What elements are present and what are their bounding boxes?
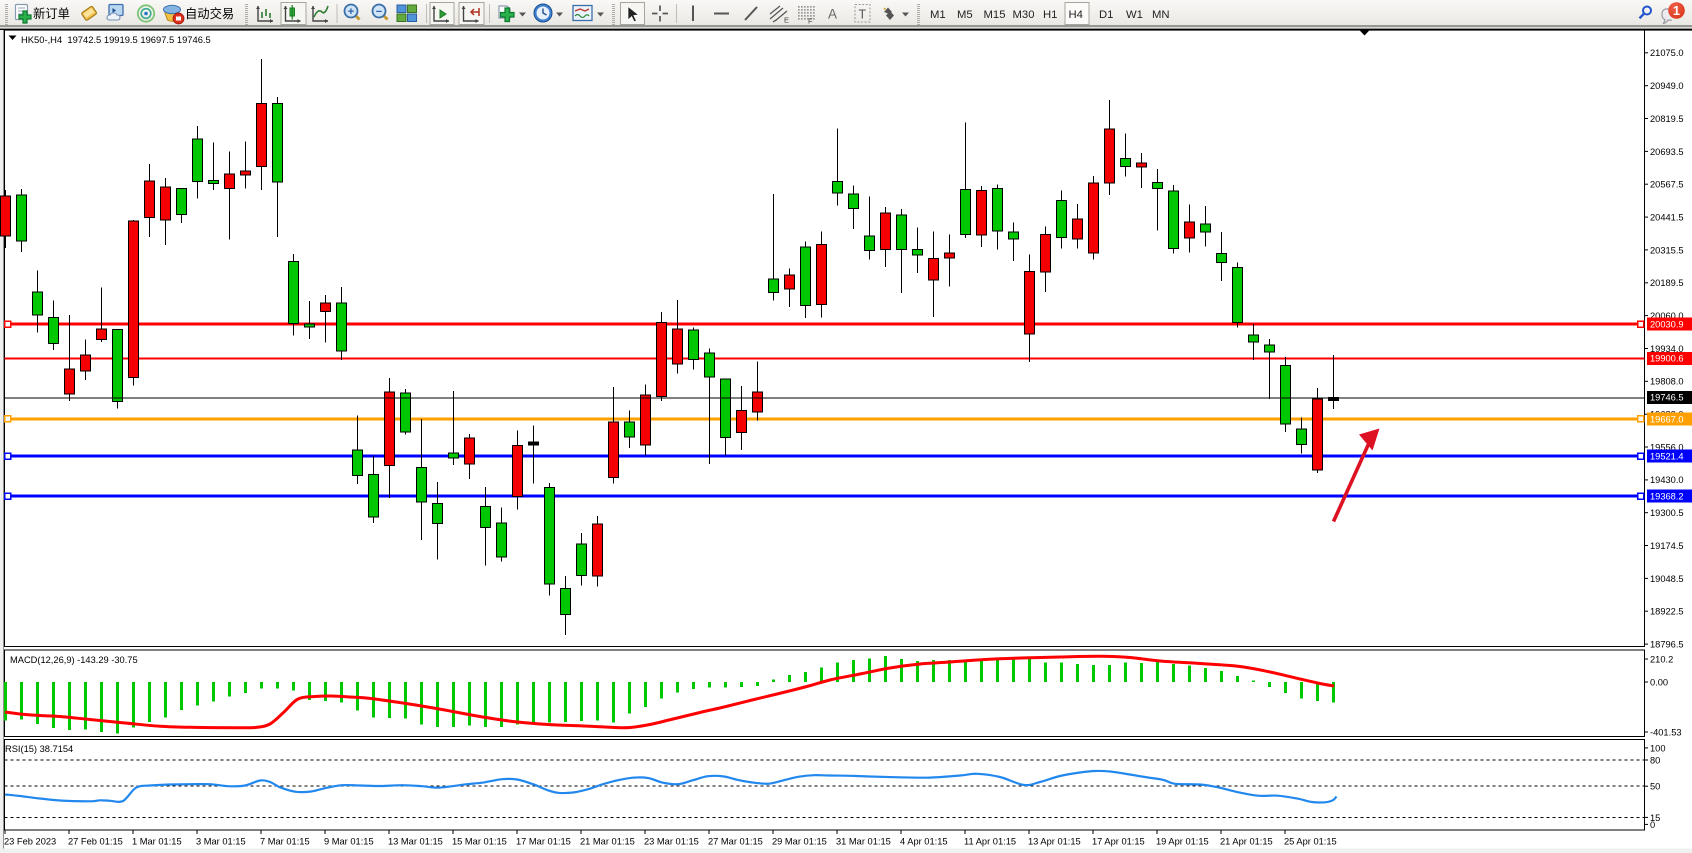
svg-text:F: F xyxy=(808,17,813,26)
svg-text:D1: D1 xyxy=(1099,9,1113,21)
svg-text:HK50-,H4 19742.5 19919.5 1969: HK50-,H4 19742.5 19919.5 19697.5 19746.5 xyxy=(21,34,211,45)
svg-text:20693.5: 20693.5 xyxy=(1650,147,1684,157)
svg-text:15: 15 xyxy=(1650,813,1660,823)
svg-text:23 Mar 01:15: 23 Mar 01:15 xyxy=(644,837,699,847)
svg-text:-401.53: -401.53 xyxy=(1650,727,1682,737)
svg-text:15 Mar 01:15: 15 Mar 01:15 xyxy=(452,837,507,847)
svg-text:H4: H4 xyxy=(1069,9,1083,21)
svg-text:80: 80 xyxy=(1650,755,1660,765)
svg-text:RSI(15) 38.7154: RSI(15) 38.7154 xyxy=(5,744,73,754)
svg-text:19746.5: 19746.5 xyxy=(1650,393,1684,403)
svg-text:+: + xyxy=(348,6,354,18)
svg-text:25 Apr 01:15: 25 Apr 01:15 xyxy=(1284,837,1337,847)
svg-text:−: − xyxy=(376,6,382,18)
svg-text:M15: M15 xyxy=(984,9,1006,21)
svg-text:19048.5: 19048.5 xyxy=(1650,574,1684,584)
svg-text:M30: M30 xyxy=(1013,9,1035,21)
svg-text:19556.0: 19556.0 xyxy=(1650,442,1684,452)
svg-text:19934.0: 19934.0 xyxy=(1650,344,1684,354)
svg-text:H1: H1 xyxy=(1043,9,1057,21)
svg-text:27 Mar 01:15: 27 Mar 01:15 xyxy=(708,837,763,847)
svg-text:21 Apr 01:15: 21 Apr 01:15 xyxy=(1220,837,1273,847)
svg-text:19300.5: 19300.5 xyxy=(1650,508,1684,518)
svg-text:21 Mar 01:15: 21 Mar 01:15 xyxy=(580,837,635,847)
svg-text:M5: M5 xyxy=(957,9,973,21)
svg-text:A: A xyxy=(828,7,837,22)
svg-text:13 Apr 01:15: 13 Apr 01:15 xyxy=(1028,837,1081,847)
svg-text:50: 50 xyxy=(1650,782,1660,792)
svg-text:20441.5: 20441.5 xyxy=(1650,213,1684,223)
svg-text:100: 100 xyxy=(1650,743,1666,753)
svg-text:17 Apr 01:15: 17 Apr 01:15 xyxy=(1092,837,1145,847)
svg-text:1: 1 xyxy=(1673,4,1680,18)
svg-text:18922.5: 18922.5 xyxy=(1650,607,1684,617)
svg-text:11 Apr 01:15: 11 Apr 01:15 xyxy=(964,837,1016,847)
svg-text:0.00: 0.00 xyxy=(1650,677,1668,687)
svg-text:7 Mar 01:15: 7 Mar 01:15 xyxy=(260,837,310,847)
svg-text:19174.5: 19174.5 xyxy=(1650,541,1684,551)
svg-text:0: 0 xyxy=(1650,820,1655,830)
svg-text:19368.2: 19368.2 xyxy=(1650,492,1684,502)
svg-text:19430.0: 19430.0 xyxy=(1650,475,1684,485)
svg-text:31 Mar 01:15: 31 Mar 01:15 xyxy=(836,837,891,847)
svg-text:20060.0: 20060.0 xyxy=(1650,311,1684,321)
svg-text:T: T xyxy=(859,8,867,22)
svg-text:19808.0: 19808.0 xyxy=(1650,377,1684,387)
svg-text:19 Apr 01:15: 19 Apr 01:15 xyxy=(1156,837,1209,847)
svg-text:210.2: 210.2 xyxy=(1650,654,1673,664)
svg-text:19667.0: 19667.0 xyxy=(1650,414,1684,424)
svg-text:13 Mar 01:15: 13 Mar 01:15 xyxy=(388,837,443,847)
svg-text:20567.5: 20567.5 xyxy=(1650,180,1684,190)
svg-text:19521.4: 19521.4 xyxy=(1650,452,1684,462)
svg-text:自动交易: 自动交易 xyxy=(185,6,234,21)
svg-text:20030.9: 20030.9 xyxy=(1650,320,1684,330)
svg-text:18796.5: 18796.5 xyxy=(1650,640,1684,650)
svg-text:27 Feb 01:15: 27 Feb 01:15 xyxy=(68,837,123,847)
svg-text:3 Mar 01:15: 3 Mar 01:15 xyxy=(196,837,246,847)
svg-text:29 Mar 01:15: 29 Mar 01:15 xyxy=(772,837,827,847)
svg-text:M1: M1 xyxy=(930,9,946,21)
svg-text:9 Mar 01:15: 9 Mar 01:15 xyxy=(324,837,374,847)
svg-text:23 Feb 2023: 23 Feb 2023 xyxy=(4,837,56,847)
svg-text:20819.5: 20819.5 xyxy=(1650,114,1684,124)
svg-text:1 Mar 01:15: 1 Mar 01:15 xyxy=(132,837,182,847)
svg-text:19900.6: 19900.6 xyxy=(1650,354,1684,364)
svg-text:4 Apr 01:15: 4 Apr 01:15 xyxy=(900,837,948,847)
svg-text:20315.5: 20315.5 xyxy=(1650,245,1684,255)
svg-text:新订单: 新订单 xyxy=(33,6,70,21)
svg-text:E: E xyxy=(784,16,789,25)
svg-text:21075.0: 21075.0 xyxy=(1650,48,1684,58)
svg-text:MACD(12,26,9) -143.29 -30.75: MACD(12,26,9) -143.29 -30.75 xyxy=(10,655,138,665)
svg-text:17 Mar 01:15: 17 Mar 01:15 xyxy=(516,837,571,847)
svg-text:MN: MN xyxy=(1152,9,1170,21)
svg-text:20189.5: 20189.5 xyxy=(1650,278,1684,288)
svg-text:20949.0: 20949.0 xyxy=(1650,81,1684,91)
svg-text:W1: W1 xyxy=(1126,9,1143,21)
